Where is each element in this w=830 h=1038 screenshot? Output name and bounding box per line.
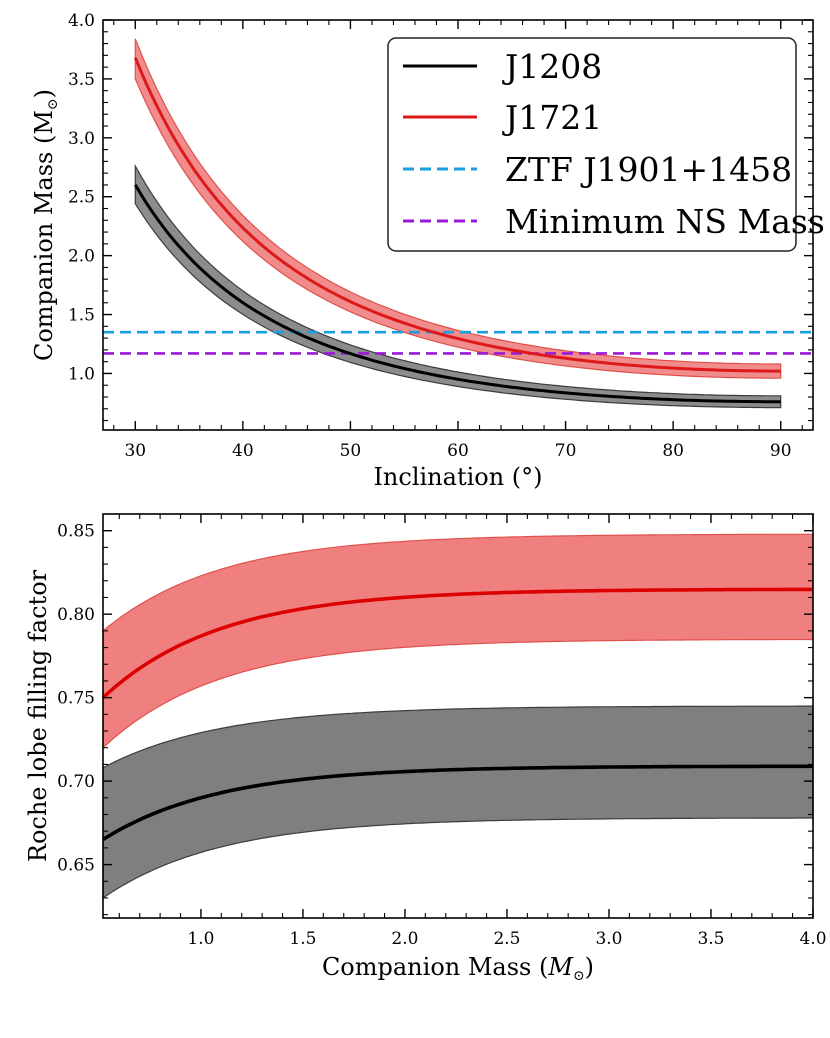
top-band-j1208 <box>134 163 782 409</box>
bottom-ytick-label: 0.65 <box>57 856 95 876</box>
top-xtick-label: 30 <box>124 441 146 461</box>
bottom-series-lines <box>101 587 814 842</box>
top-y-axis-label: Companion Mass (M⊙) <box>30 89 61 361</box>
bottom-xtick-label: 4.0 <box>799 929 826 949</box>
bottom-x-axis-label-m: M <box>547 953 574 981</box>
bottom-panel-mass-vs-roche: 1.0 1.5 2.0 2.5 3.0 3.5 4.0 0.65 0.70 0.75 0.80 0.8… <box>24 513 827 984</box>
legend-label-ztf: ZTF J1901+1458 <box>505 150 792 189</box>
bottom-plot-frame <box>102 513 814 919</box>
top-ytick-label: 3.5 <box>68 70 95 90</box>
bottom-xtick-label: 1.0 <box>187 929 214 949</box>
top-ytick-label: 2.0 <box>68 247 95 267</box>
legend-box <box>387 37 797 252</box>
top-line-j1208 <box>134 184 781 404</box>
bottom-xtick-label: 3.5 <box>697 929 724 949</box>
top-ytick-label: 2.5 <box>68 188 95 208</box>
top-uncertainty-bands <box>134 38 782 409</box>
top-ytick-label: 1.5 <box>68 306 95 326</box>
bottom-axis-ticks: 1.0 1.5 2.0 2.5 3.0 3.5 4.0 0.65 0.70 0.75 0.80 0.8… <box>57 514 827 949</box>
top-xtick-label: 60 <box>447 441 469 461</box>
bottom-ytick-label: 0.70 <box>57 772 95 792</box>
bottom-y-axis-label: Roche lobe filling factor <box>24 569 52 862</box>
top-band-j1721 <box>134 38 782 379</box>
bottom-ytick-label: 0.75 <box>57 689 95 709</box>
bottom-x-axis-label-main: Companion Mass ( <box>322 953 548 981</box>
top-y-axis-label-close: ) <box>30 89 58 98</box>
top-ytick-label: 3.0 <box>68 129 95 149</box>
top-xtick-label: 80 <box>662 441 684 461</box>
top-ytick-label: 4.0 <box>68 11 95 31</box>
top-xtick-label: 50 <box>340 441 362 461</box>
top-axis-ticks: 30 40 50 60 70 80 90 1.0 1.5 2.0 2.5 3.0 3.5 4.0 <box>68 11 813 461</box>
top-ytick-label: 1.0 <box>68 364 95 384</box>
top-xtick-label: 70 <box>555 441 577 461</box>
top-y-axis-label-sub: ⊙ <box>45 98 61 110</box>
bottom-ytick-label: 0.80 <box>57 605 95 625</box>
bottom-xtick-label: 1.5 <box>289 929 316 949</box>
bottom-line-j1721 <box>101 587 813 699</box>
bottom-xtick-label: 2.0 <box>391 929 418 949</box>
top-panel-inclination-vs-mass: 30 40 50 60 70 80 90 1.0 1.5 2.0 2.5 3.0 3.5 4.0 Incl… <box>30 11 825 491</box>
bottom-line-j1208 <box>102 764 814 842</box>
top-line-j1721 <box>133 57 781 373</box>
top-series-lines <box>133 57 781 404</box>
bottom-x-axis-label: Companion Mass (M⊙) <box>322 953 594 984</box>
bottom-x-axis-label-close: ) <box>585 953 594 981</box>
bottom-ytick-label: 0.85 <box>57 522 95 542</box>
bottom-xtick-label: 3.0 <box>595 929 622 949</box>
bottom-x-axis-label-sub: ⊙ <box>573 968 585 984</box>
top-x-axis-label: Inclination (°) <box>373 463 542 491</box>
legend-label-j1208: J1208 <box>502 47 602 86</box>
top-legend: J1208 J1721 ZTF J1901+1458 Minimum NS Ma… <box>387 37 825 252</box>
legend-label-j1721: J1721 <box>502 98 602 137</box>
bottom-xtick-label: 2.5 <box>493 929 520 949</box>
top-y-axis-label-main: Companion Mass (M <box>30 110 58 361</box>
legend-label-min-ns: Minimum NS Mass <box>505 202 825 241</box>
top-xtick-label: 40 <box>232 441 254 461</box>
top-xtick-label: 90 <box>770 441 792 461</box>
